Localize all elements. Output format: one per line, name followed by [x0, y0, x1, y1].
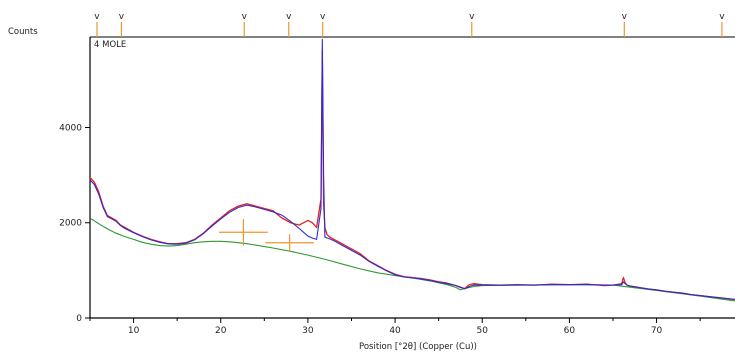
y-tick-label: 0	[76, 314, 82, 324]
observed-series-line	[89, 50, 735, 301]
peak-marker-symbol: v	[469, 12, 475, 22]
y-axis: 0 2000 4000	[59, 123, 90, 324]
x-tick-label: 60	[564, 326, 576, 336]
peak-marker-symbol: v	[242, 12, 248, 22]
x-tick-label: 50	[477, 326, 489, 336]
x-tick-label: 70	[651, 326, 663, 336]
series-group	[89, 38, 735, 302]
peak-marker-symbol: v	[320, 12, 326, 22]
x-axis-title: Position [°2θ] (Copper (Cu))	[359, 342, 477, 352]
y-axis-title: Counts	[8, 27, 38, 37]
peak-marker-symbol: v	[622, 12, 628, 22]
y-tick-label: 2000	[59, 219, 82, 229]
x-tick-label: 40	[389, 326, 401, 336]
x-tick-label: 30	[302, 326, 314, 336]
profile-crosses	[219, 218, 315, 252]
background-series-line	[89, 217, 735, 302]
fitted-series-line	[89, 38, 735, 300]
peak-marker-symbol: v	[719, 12, 725, 22]
peak-marker-symbol: v	[286, 12, 292, 22]
y-tick-label: 4000	[59, 123, 82, 133]
x-tick-label: 20	[215, 326, 227, 336]
x-tick-label: 10	[128, 326, 140, 336]
peak-marker-symbol: v	[94, 12, 100, 22]
peak-marker-symbol: v	[119, 12, 125, 22]
x-axis: 10 20 30 40 50 60 70	[89, 318, 701, 336]
sample-label: 4 MOLE	[94, 40, 126, 50]
